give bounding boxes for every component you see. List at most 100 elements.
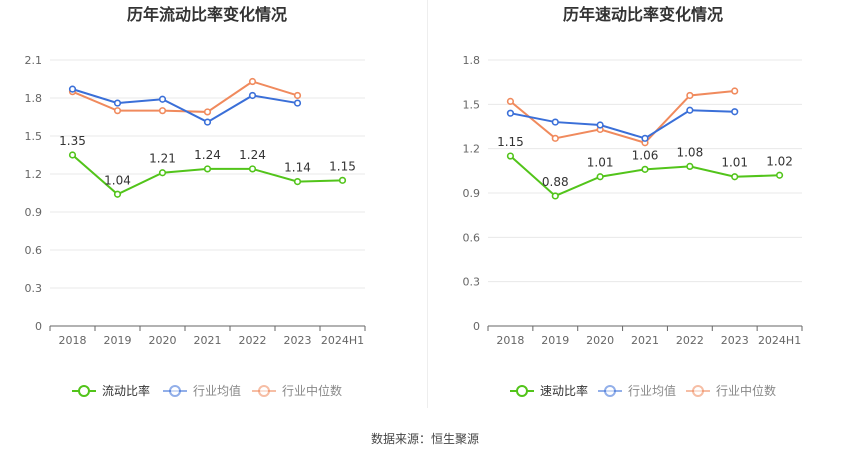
x-tick-label: 2018 (496, 334, 524, 347)
legend-item-3[interactable]: 行业中位数 (252, 383, 342, 398)
data-point (641, 165, 649, 173)
x-tick-label: 2022 (239, 334, 267, 347)
y-tick-label: 2.1 (25, 54, 43, 67)
legend-item-1[interactable]: 流动比率 (72, 383, 150, 398)
x-tick-label: 2019 (541, 334, 569, 347)
legend-label: 行业均值 (628, 383, 676, 398)
data-point (551, 118, 559, 126)
x-tick-label: 2022 (676, 334, 704, 347)
x-tick-label: 2020 (586, 334, 614, 347)
data-point (248, 77, 257, 86)
data-point (596, 173, 604, 181)
legend-item-2[interactable]: 行业均值 (163, 383, 241, 398)
data-label: 0.88 (542, 175, 569, 189)
y-tick-label: 0.3 (463, 276, 481, 289)
x-tick-label: 2023 (721, 334, 749, 347)
data-point (686, 106, 694, 114)
legend-label: 行业均值 (193, 383, 241, 398)
x-tick-label: 2018 (59, 334, 87, 347)
data-point (686, 91, 694, 100)
legend-marker (169, 385, 181, 397)
data-point (506, 109, 515, 117)
data-label: 1.24 (194, 148, 221, 162)
series-line-3 (509, 90, 735, 144)
chart-title: 历年流动比率变化情况 (127, 5, 287, 24)
legend-label: 行业中位数 (282, 383, 342, 398)
data-point (506, 152, 515, 160)
data-label: 1.15 (329, 159, 356, 173)
data-point (248, 165, 257, 173)
legend-item-1[interactable]: 速动比率 (510, 383, 588, 398)
y-tick-label: 1.2 (25, 168, 43, 181)
data-point (248, 91, 257, 100)
y-tick-label: 0.3 (25, 282, 43, 295)
data-label: 1.15 (497, 135, 524, 149)
data-point (113, 190, 122, 198)
data-source-note: 数据来源：恒生聚源 (370, 432, 479, 446)
data-point (293, 99, 302, 107)
data-label: 1.35 (59, 134, 86, 148)
legend-marker (258, 385, 270, 397)
legend-marker (692, 385, 704, 397)
legend-label: 流动比率 (102, 383, 150, 398)
x-tick-label: 2021 (631, 334, 659, 347)
y-tick-label: 1.5 (25, 130, 43, 143)
chart-title: 历年速动比率变化情况 (563, 5, 723, 24)
x-tick-label: 2020 (149, 334, 177, 347)
data-point (158, 95, 167, 103)
x-tick-label: 2024H1 (321, 334, 364, 347)
y-tick-label: 0.9 (463, 187, 481, 200)
legend-marker (78, 385, 90, 397)
y-tick-label: 0 (473, 320, 480, 333)
x-tick-label: 2024H1 (758, 334, 801, 347)
series-line-2 (72, 88, 298, 124)
data-point (203, 108, 212, 116)
legend-label: 速动比率 (540, 383, 588, 398)
y-tick-label: 1.8 (25, 92, 43, 105)
data-point (68, 151, 77, 159)
data-point (113, 99, 122, 107)
data-label: 1.14 (284, 161, 311, 175)
y-tick-label: 1.8 (463, 54, 481, 67)
data-point (596, 121, 604, 129)
x-tick-label: 2021 (194, 334, 222, 347)
legend-label: 行业中位数 (716, 383, 776, 398)
data-point (293, 178, 302, 186)
y-tick-label: 0.6 (25, 244, 43, 257)
data-point (158, 107, 167, 115)
data-label: 1.02 (766, 154, 793, 168)
data-label: 1.21 (149, 152, 176, 166)
data-point (686, 162, 694, 170)
data-point (731, 173, 739, 181)
y-tick-label: 1.5 (463, 98, 481, 111)
data-point (113, 107, 122, 115)
data-point (158, 169, 167, 177)
data-point (203, 165, 212, 173)
y-tick-label: 0 (35, 320, 42, 333)
series-line-2 (510, 109, 735, 140)
panel-divider (427, 0, 428, 408)
chart-panel-1: 历年流动比率变化情况 0 0.3 0.6 0.9 1.2 1.5 1.8 2.1 2018 2019… (25, 5, 366, 398)
x-tick-label: 2023 (284, 334, 312, 347)
data-label: 1.08 (676, 145, 703, 159)
data-point (68, 85, 77, 93)
data-point (338, 176, 347, 184)
data-label: 1.01 (587, 156, 614, 170)
data-label: 1.06 (632, 148, 659, 162)
legend-marker (516, 385, 528, 397)
data-label: 1.04 (104, 173, 131, 187)
data-point (506, 97, 515, 105)
data-point (551, 134, 559, 142)
chart-panel-2: 历年速动比率变化情况 0 0.3 0.6 0.9 1.2 1.5 1.8 2018 2019 202… (463, 5, 803, 398)
data-point (551, 192, 559, 200)
data-point (293, 91, 302, 100)
y-tick-label: 1.2 (463, 143, 481, 156)
data-point (641, 134, 649, 142)
data-label: 1.01 (721, 156, 748, 170)
y-tick-label: 0.9 (25, 206, 43, 219)
legend-item-3[interactable]: 行业中位数 (686, 383, 776, 398)
legend-item-2[interactable]: 行业均值 (598, 383, 676, 398)
legend-marker (604, 385, 616, 397)
